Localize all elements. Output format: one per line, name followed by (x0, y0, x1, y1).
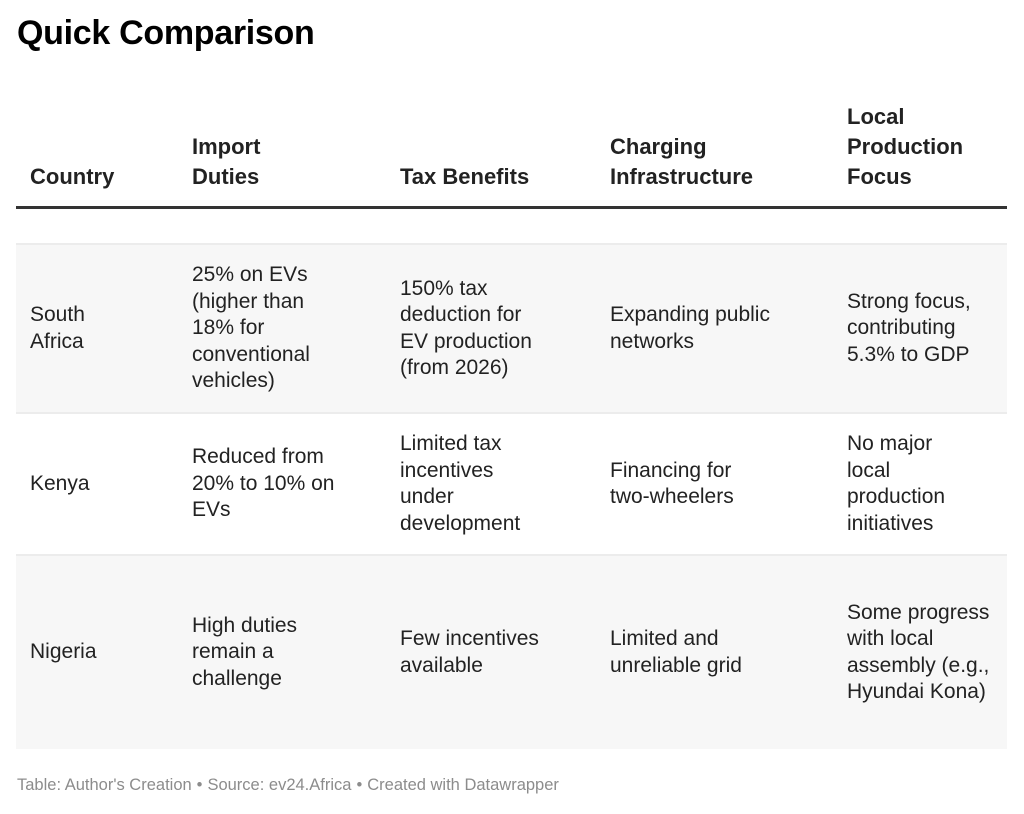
footer-separator: • (196, 776, 203, 794)
footer-table-credit: Table: Author's Creation (17, 776, 192, 794)
cell-import-duties: High duties remain a challenge (192, 613, 298, 690)
table-title: Quick Comparison (17, 14, 315, 52)
cell-local-production-focus: Some progress with local assembly (e.g.,… (847, 600, 990, 704)
header-spacer (16, 209, 1007, 243)
cell-import-duties: Reduced from 20% to 10% on EVs (192, 445, 335, 522)
footer-source: Source: ev24.Africa (207, 776, 352, 794)
cell-country: South Africa (30, 303, 85, 353)
cell-tax-benefits: 150% tax deduction for EV production (fr… (400, 276, 532, 380)
table-footer: Table: Author's Creation • Source: ev24.Af… (17, 776, 559, 795)
table-row: Nigeria High duties remain a challenge F… (16, 554, 1007, 749)
table-row: South Africa 25% on EVs (higher than 18%… (16, 243, 1007, 412)
column-header-charging-infrastructure: Charging Infrastructure (610, 134, 754, 189)
cell-import-duties: 25% on EVs (higher than 18% for conventi… (192, 263, 310, 393)
table-header: Country Import Duties Tax Benefits Chargi… (16, 96, 1007, 209)
cell-tax-benefits: Few incentives available (400, 627, 539, 677)
column-header-country: Country (30, 164, 115, 189)
footer-created-with: Created with Datawrapper (367, 776, 559, 794)
cell-country: Kenya (30, 471, 90, 495)
footer-separator: • (356, 776, 363, 794)
cell-local-production-focus: Strong focus, contributing 5.3% to GDP (847, 289, 971, 366)
column-header-local-production-focus: Local Production Focus (847, 104, 964, 189)
cell-charging-infrastructure: Limited and unreliable grid (610, 627, 742, 677)
comparison-table: Country Import Duties Tax Benefits Chargi… (16, 96, 1007, 749)
column-header-import-duties: Import Duties (192, 134, 261, 189)
cell-country: Nigeria (30, 640, 97, 664)
cell-charging-infrastructure: Financing for two-wheelers (610, 458, 734, 509)
table-row: Kenya Reduced from 20% to 10% on EVs Lim… (16, 412, 1007, 554)
cell-tax-benefits: Limited tax incentives under development (400, 432, 521, 535)
cell-charging-infrastructure: Expanding public networks (610, 303, 770, 353)
column-header-tax-benefits: Tax Benefits (400, 164, 530, 189)
cell-local-production-focus: No major local production initiatives (847, 432, 946, 535)
